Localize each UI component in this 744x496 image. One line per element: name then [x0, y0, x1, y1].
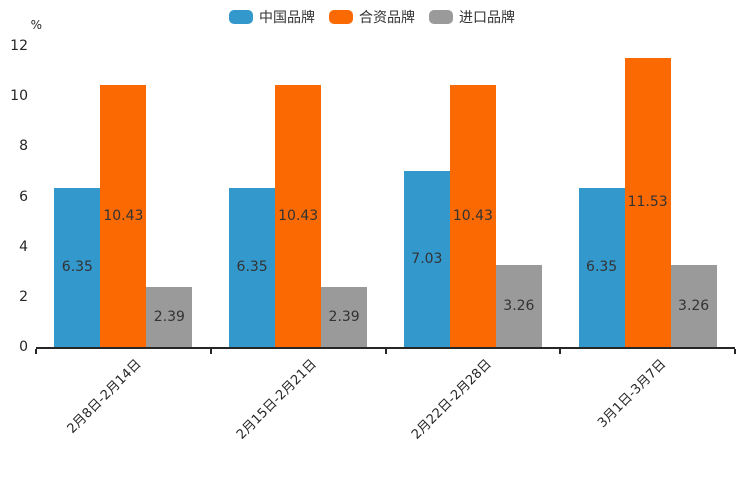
- legend-label-import-brand: 进口品牌: [459, 10, 515, 26]
- x-axis-tick: [209, 349, 212, 354]
- bar-value-label: 10.43: [103, 208, 144, 225]
- y-tick-label: 6: [19, 188, 28, 205]
- legend-item-china-brand: 中国品牌: [229, 7, 315, 27]
- bar-value-label: 10.43: [452, 208, 493, 225]
- legend-item-import-brand: 进口品牌: [429, 7, 515, 27]
- x-category-label-text: 2月15日-2月21日: [233, 356, 320, 443]
- bar-value-label: 2.39: [153, 309, 185, 326]
- bar-中国品牌: 7.03: [403, 170, 450, 347]
- y-axis-unit-label: %: [30, 18, 42, 32]
- y-tick-label: 10: [10, 88, 28, 105]
- bar-进口品牌: 2.39: [321, 287, 368, 347]
- bar-进口品牌: 2.39: [146, 287, 193, 347]
- y-tick-label: 0: [19, 339, 28, 355]
- bar-group: 6.35 10.43 2.39: [211, 46, 386, 347]
- bar-group: 6.35 11.53 3.26: [560, 46, 735, 347]
- bar-中国品牌: 6.35: [578, 187, 625, 347]
- bar-value-label: 2.39: [328, 309, 360, 326]
- bar-group: 7.03 10.43 3.26: [386, 46, 561, 347]
- bar-合资品牌: 10.43: [100, 85, 147, 347]
- x-category-label-text: 2月8日-2月14日: [64, 356, 145, 437]
- x-category-label-text: 3月1日-3月7日: [594, 356, 670, 431]
- bar-value-label: 10.43: [278, 208, 319, 225]
- bar-value-label: 3.26: [678, 298, 710, 315]
- x-axis-tick: [559, 349, 562, 354]
- x-axis-tick: [384, 349, 387, 354]
- bar-中国品牌: 6.35: [229, 187, 276, 347]
- bar-group: 6.35 10.43 2.39: [36, 46, 211, 347]
- x-category-label-text: 2月22日-2月28日: [408, 356, 495, 443]
- y-axis: 0 2 4 6 8 10 12: [0, 0, 28, 496]
- bar-合资品牌: 10.43: [275, 85, 322, 347]
- chart-legend: 中国品牌 合资品牌 进口品牌: [0, 7, 744, 27]
- x-axis-tick: [35, 349, 37, 354]
- legend-item-joint-venture-brand: 合资品牌: [329, 7, 415, 27]
- y-tick-label: 4: [19, 238, 28, 255]
- bar-value-label: 6.35: [61, 259, 93, 276]
- bar-合资品牌: 10.43: [449, 85, 496, 347]
- bar-进口品牌: 3.26: [670, 265, 717, 347]
- y-tick-label: 2: [19, 288, 28, 305]
- legend-label-joint-venture-brand: 合资品牌: [359, 10, 415, 26]
- bar-中国品牌: 6.35: [54, 187, 101, 347]
- legend-swatch-import-brand: [429, 10, 453, 24]
- bar-合资品牌: 11.53: [624, 57, 671, 347]
- legend-swatch-china-brand: [229, 10, 253, 24]
- y-tick-label: 8: [19, 138, 28, 155]
- x-axis-line: [36, 347, 735, 349]
- bar-value-label: 11.53: [627, 194, 668, 211]
- legend-label-china-brand: 中国品牌: [259, 10, 315, 26]
- bar-value-label: 6.35: [586, 259, 618, 276]
- x-axis-tick: [734, 349, 736, 354]
- bar-value-label: 6.35: [236, 259, 268, 276]
- y-tick-label: 12: [10, 38, 28, 54]
- plot-area: 6.35 10.43 2.39 6.35 10.43 2.39 7.03 10.43 3.26 6…: [36, 46, 735, 347]
- bar-进口品牌: 3.26: [495, 265, 542, 347]
- legend-swatch-joint-venture-brand: [329, 10, 353, 24]
- bar-value-label: 7.03: [411, 250, 443, 267]
- bar-value-label: 3.26: [503, 298, 535, 315]
